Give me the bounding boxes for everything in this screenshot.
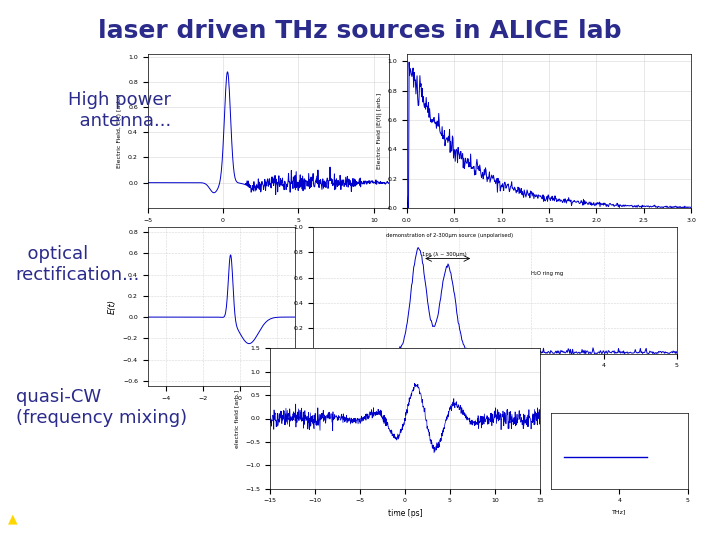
Text: S.P. Jamison / ICFA deflecting cavity workshop, Daresbury UK, Sept 2010: S.P. Jamison / ICFA deflecting cavity wo…: [158, 514, 562, 524]
X-axis label: THz]: THz]: [612, 509, 626, 514]
Text: laser driven THz sources in ALICE lab: laser driven THz sources in ALICE lab: [98, 19, 622, 43]
Text: Facilities Council: Facilities Council: [21, 525, 73, 530]
Text: Science & Technology: Science & Technology: [12, 511, 81, 516]
Text: High power
  antenna...: High power antenna...: [68, 91, 171, 130]
Y-axis label: electric field [arb.]: electric field [arb.]: [235, 389, 240, 448]
Text: optical
rectification...: optical rectification...: [16, 245, 140, 284]
Y-axis label: E(t): E(t): [108, 299, 117, 314]
Text: H₂O ring mg: H₂O ring mg: [531, 271, 564, 276]
Text: demonstration of 2-300μm source (unpolarised): demonstration of 2-300μm source (unpolar…: [386, 233, 513, 238]
Text: ▲: ▲: [8, 513, 18, 526]
Text: 1ps (λ ~ 300μm): 1ps (λ ~ 300μm): [422, 252, 467, 257]
X-axis label: time [ps]: time [ps]: [387, 509, 423, 518]
Text: quasi-CW
(frequency mixing): quasi-CW (frequency mixing): [16, 388, 187, 427]
Y-axis label: Electric Field, E(t) [arb.]: Electric Field, E(t) [arb.]: [117, 94, 122, 168]
Text: (ASTeС: (ASTeС: [634, 513, 677, 526]
X-axis label: Time [ps]: Time [ps]: [251, 228, 286, 237]
Y-axis label: Electric Field |E(f)| [arb.]: Electric Field |E(f)| [arb.]: [376, 93, 382, 169]
X-axis label: Frequency [THz]: Frequency [THz]: [518, 228, 580, 237]
